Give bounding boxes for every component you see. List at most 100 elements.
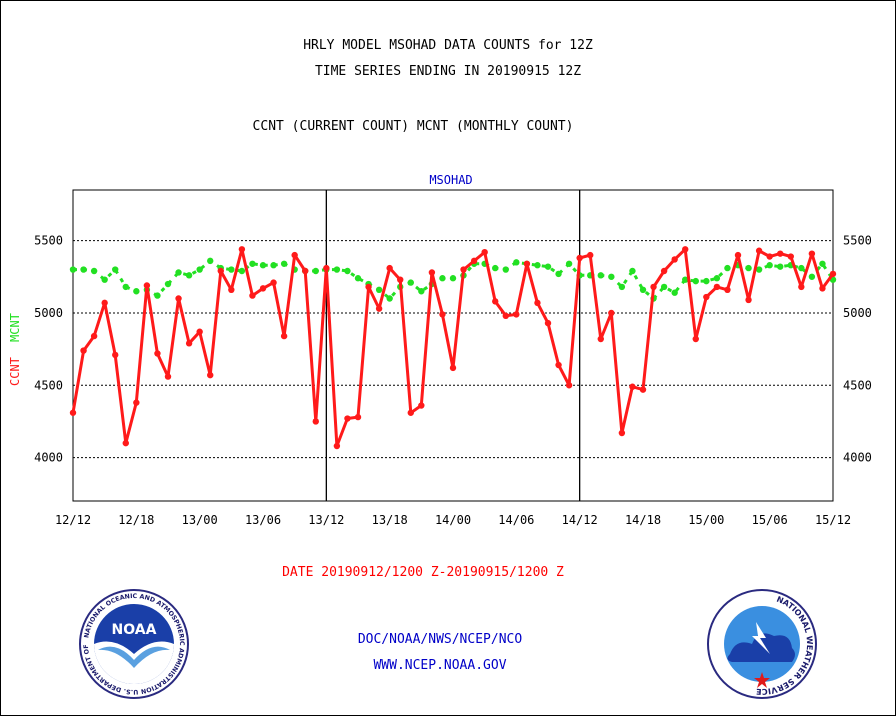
data-point-ccnt bbox=[829, 270, 837, 278]
data-point-mcnt bbox=[122, 283, 129, 291]
data-point-ccnt bbox=[101, 299, 108, 307]
data-point-ccnt bbox=[671, 256, 678, 263]
data-point-ccnt bbox=[238, 246, 246, 253]
data-point-ccnt bbox=[703, 293, 710, 301]
data-point-ccnt bbox=[523, 260, 531, 267]
data-point-mcnt bbox=[513, 259, 520, 266]
data-point-ccnt bbox=[270, 279, 277, 286]
data-point-mcnt bbox=[207, 257, 214, 265]
plot-area-border bbox=[72, 189, 834, 502]
data-point-mcnt bbox=[660, 283, 668, 291]
data-point-ccnt bbox=[439, 311, 446, 318]
x-tick-label: 15/12 bbox=[815, 513, 851, 527]
data-point-mcnt bbox=[259, 262, 267, 269]
data-point-ccnt bbox=[692, 335, 699, 343]
data-point-ccnt bbox=[386, 264, 393, 272]
data-point-ccnt bbox=[481, 249, 488, 256]
data-point-ccnt bbox=[365, 283, 372, 291]
data-point-ccnt bbox=[587, 251, 594, 259]
data-point-ccnt bbox=[69, 409, 77, 416]
data-point-ccnt bbox=[207, 371, 214, 379]
data-point-ccnt bbox=[312, 418, 319, 425]
chart-title-line3: CCNT (CURRENT COUNT) MCNT (MONTHLY COUNT… bbox=[252, 119, 574, 134]
y-tick-label-right: 5500 bbox=[843, 234, 872, 248]
data-point-ccnt bbox=[323, 264, 330, 272]
data-point-mcnt bbox=[777, 263, 784, 270]
date-range-label: DATE 20190912/1200 Z-20190915/1200 Z bbox=[282, 565, 564, 580]
y-tick-label-left: 4000 bbox=[34, 451, 63, 465]
data-point-mcnt bbox=[629, 267, 636, 275]
org-label: DOC/NOAA/NWS/NCEP/NCO bbox=[357, 632, 523, 647]
data-point-mcnt bbox=[196, 266, 203, 273]
data-point-mcnt bbox=[333, 266, 341, 273]
data-point-mcnt bbox=[386, 295, 393, 302]
data-point-mcnt bbox=[112, 266, 119, 273]
data-point-mcnt bbox=[502, 266, 509, 273]
y-axis-label-mcnt: MCNT bbox=[8, 313, 22, 342]
data-point-ccnt bbox=[724, 286, 731, 294]
data-point-ccnt bbox=[344, 415, 351, 422]
data-point-ccnt bbox=[407, 409, 414, 416]
data-point-ccnt bbox=[470, 257, 478, 265]
website-link[interactable]: WWW.NCEP.NOAA.GOV bbox=[373, 658, 507, 673]
x-tick-label: 13/06 bbox=[245, 513, 281, 527]
data-point-mcnt bbox=[344, 267, 351, 275]
data-point-ccnt bbox=[555, 361, 562, 369]
data-point-ccnt bbox=[460, 266, 467, 273]
nws-logo: NATIONAL WEATHER SERVICE bbox=[707, 589, 817, 699]
noaa-logo: NOAA NATIONAL OCEANIC AND ATMOSPHERIC AD… bbox=[78, 588, 189, 699]
data-point-mcnt bbox=[555, 270, 562, 278]
data-point-mcnt bbox=[608, 273, 615, 280]
data-point-mcnt bbox=[639, 286, 647, 294]
data-point-ccnt bbox=[576, 254, 583, 262]
data-point-ccnt bbox=[565, 382, 573, 389]
data-point-mcnt bbox=[69, 266, 77, 273]
data-point-ccnt bbox=[154, 350, 161, 357]
data-point-ccnt bbox=[755, 247, 763, 254]
plot-title: MSOHAD bbox=[429, 173, 472, 187]
data-point-mcnt bbox=[597, 272, 604, 279]
data-point-ccnt bbox=[597, 335, 604, 343]
data-point-ccnt bbox=[280, 332, 288, 340]
data-point-ccnt bbox=[766, 253, 773, 260]
data-point-mcnt bbox=[185, 272, 193, 279]
data-point-mcnt bbox=[766, 262, 773, 269]
data-point-mcnt bbox=[228, 266, 235, 273]
x-tick-label: 13/00 bbox=[182, 513, 218, 527]
x-tick-label: 15/06 bbox=[752, 513, 788, 527]
data-point-mcnt bbox=[703, 277, 710, 285]
x-tick-label: 13/18 bbox=[372, 513, 408, 527]
data-point-ccnt bbox=[682, 246, 689, 253]
data-point-ccnt bbox=[112, 351, 119, 359]
data-point-ccnt bbox=[228, 286, 235, 294]
data-point-ccnt bbox=[492, 298, 499, 305]
data-point-mcnt bbox=[154, 292, 161, 299]
data-point-ccnt bbox=[354, 413, 362, 421]
data-point-mcnt bbox=[755, 266, 763, 273]
data-point-mcnt bbox=[745, 264, 752, 272]
data-point-mcnt bbox=[375, 286, 383, 294]
data-point-mcnt bbox=[724, 264, 731, 272]
data-point-ccnt bbox=[175, 295, 182, 302]
data-point-ccnt bbox=[185, 340, 193, 347]
data-point-ccnt bbox=[418, 402, 425, 409]
data-point-mcnt bbox=[492, 264, 499, 272]
data-point-mcnt bbox=[544, 263, 552, 270]
x-tick-label: 12/12 bbox=[55, 513, 91, 527]
data-point-ccnt bbox=[787, 253, 794, 260]
data-point-ccnt bbox=[302, 267, 309, 275]
y-axis-label-ccnt: CCNT bbox=[8, 357, 22, 386]
y-axis-label: CCNT MCNT bbox=[8, 313, 22, 386]
y-tick-label-right: 4000 bbox=[843, 451, 872, 465]
x-tick-label: 14/12 bbox=[562, 513, 598, 527]
data-point-mcnt bbox=[312, 267, 319, 275]
data-point-mcnt bbox=[798, 264, 805, 272]
data-point-ccnt bbox=[217, 267, 224, 275]
data-point-mcnt bbox=[692, 277, 699, 285]
data-point-mcnt bbox=[682, 276, 689, 283]
x-tick-label: 14/18 bbox=[625, 513, 661, 527]
data-point-ccnt bbox=[164, 373, 172, 380]
data-point-ccnt bbox=[629, 383, 636, 390]
data-point-mcnt bbox=[418, 288, 425, 295]
